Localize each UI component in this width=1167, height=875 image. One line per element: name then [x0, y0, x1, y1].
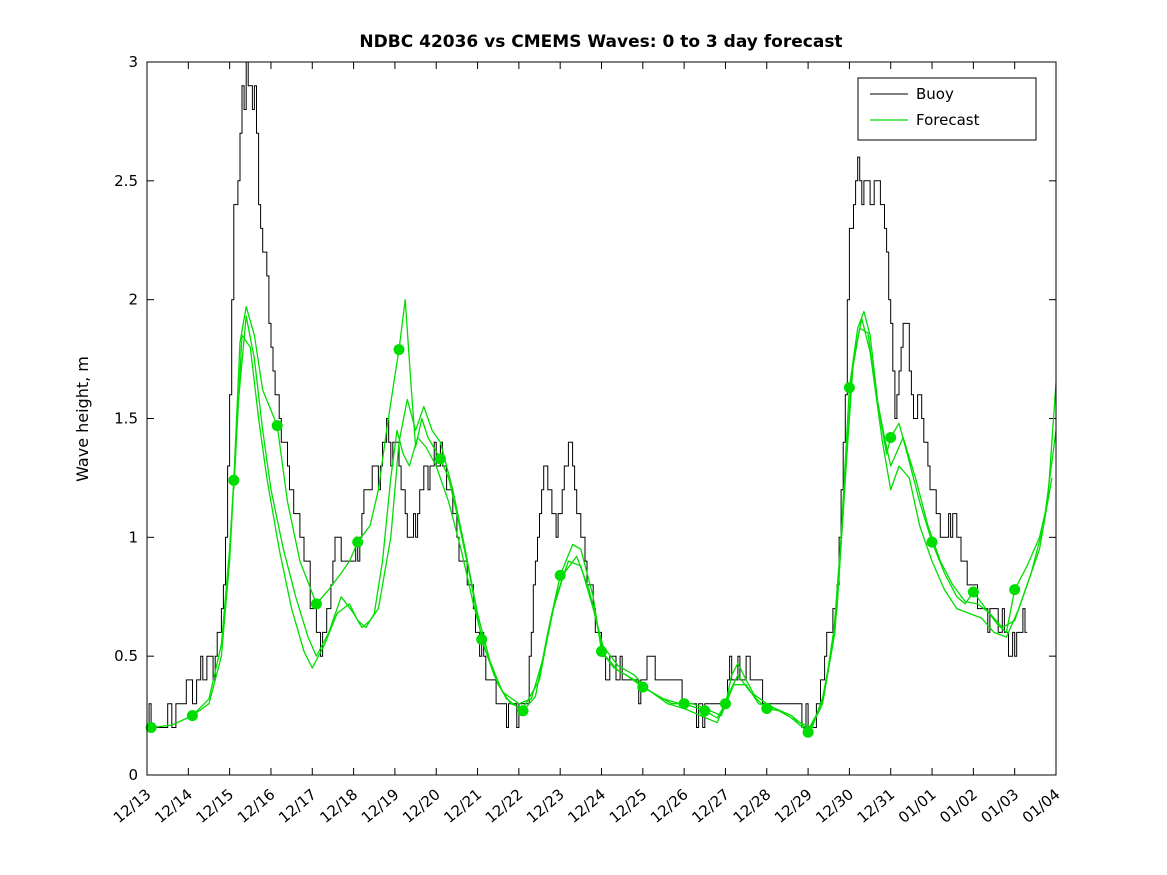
x-tick-label: 01/02	[936, 785, 981, 827]
x-tick-label: 12/24	[564, 785, 609, 827]
legend-box	[857, 77, 1037, 141]
buoy-line	[147, 61, 1028, 728]
forecast-start-marker	[352, 536, 364, 548]
forecast-start-marker	[517, 705, 529, 717]
x-tick-label: 12/21	[440, 785, 485, 827]
x-tick-label: 12/16	[234, 785, 279, 827]
x-tick-label: 12/26	[647, 785, 692, 827]
y-axis-label: Wave height, m	[73, 356, 92, 482]
x-tick-label: 12/15	[193, 785, 238, 827]
x-tick-label: 12/30	[812, 785, 857, 827]
legend-label-buoy: Buoy	[916, 85, 954, 103]
forecast-start-marker	[393, 344, 405, 356]
x-tick-label: 12/18	[316, 785, 361, 827]
x-tick-label: 01/01	[895, 785, 940, 827]
forecast-start-marker	[761, 703, 773, 714]
forecast-start-marker	[678, 698, 690, 710]
forecast-start-marker	[476, 634, 488, 645]
x-tick-label: 12/29	[771, 785, 816, 827]
forecast-start-marker	[1009, 584, 1021, 596]
forecast-start-marker	[926, 536, 938, 548]
x-tick-label: 12/23	[523, 785, 568, 827]
x-tick-label: 12/27	[688, 785, 733, 827]
plot-area: 12/1312/1412/1512/1612/1712/1812/1912/20…	[110, 53, 1064, 827]
chart-title: NDBC 42036 vs CMEMS Waves: 0 to 3 day fo…	[359, 32, 842, 52]
forecast-start-marker	[637, 681, 649, 693]
legend-label-forecast: Forecast	[916, 111, 980, 129]
forecast-start-marker	[802, 726, 814, 738]
y-tick-label: 1.5	[114, 410, 138, 428]
y-tick-label: 0	[128, 766, 138, 784]
x-tick-label: 12/22	[482, 785, 527, 827]
plot-background	[147, 62, 1056, 775]
forecast-start-marker	[843, 382, 855, 394]
x-tick-label: 12/17	[275, 785, 320, 827]
forecast-start-marker	[310, 598, 322, 610]
forecast-start-marker	[145, 722, 157, 733]
forecast-start-marker	[720, 698, 731, 710]
forecast-line-3	[233, 327, 1053, 731]
axes-box	[146, 61, 1057, 776]
y-tick-label: 3	[128, 53, 138, 71]
y-tick-label: 2.5	[114, 172, 138, 190]
forecast-start-marker	[271, 420, 283, 432]
forecast-start-marker	[186, 710, 198, 722]
forecast-start-marker	[596, 645, 607, 657]
forecast-start-marker	[228, 474, 240, 486]
x-tick-label: 12/14	[151, 785, 196, 827]
x-tick-label: 12/25	[606, 785, 651, 827]
x-tick-label: 12/31	[854, 785, 899, 827]
x-tick-label: 01/03	[978, 785, 1023, 827]
x-tick-label: 12/20	[399, 785, 444, 827]
x-tick-label: 12/28	[730, 785, 775, 827]
y-tick-label: 2	[128, 291, 138, 309]
x-tick-label: 12/19	[358, 785, 403, 827]
forecast-start-marker	[434, 453, 446, 465]
forecast-start-marker	[699, 705, 711, 717]
y-tick-label: 1	[128, 528, 138, 546]
forecast-start-marker	[967, 586, 979, 598]
x-tick-label: 01/04	[1019, 785, 1064, 827]
x-tick-label: 12/13	[110, 785, 155, 827]
y-tick-label: 0.5	[114, 647, 138, 665]
forecast-start-marker	[885, 432, 897, 443]
forecast-start-marker	[554, 569, 566, 581]
